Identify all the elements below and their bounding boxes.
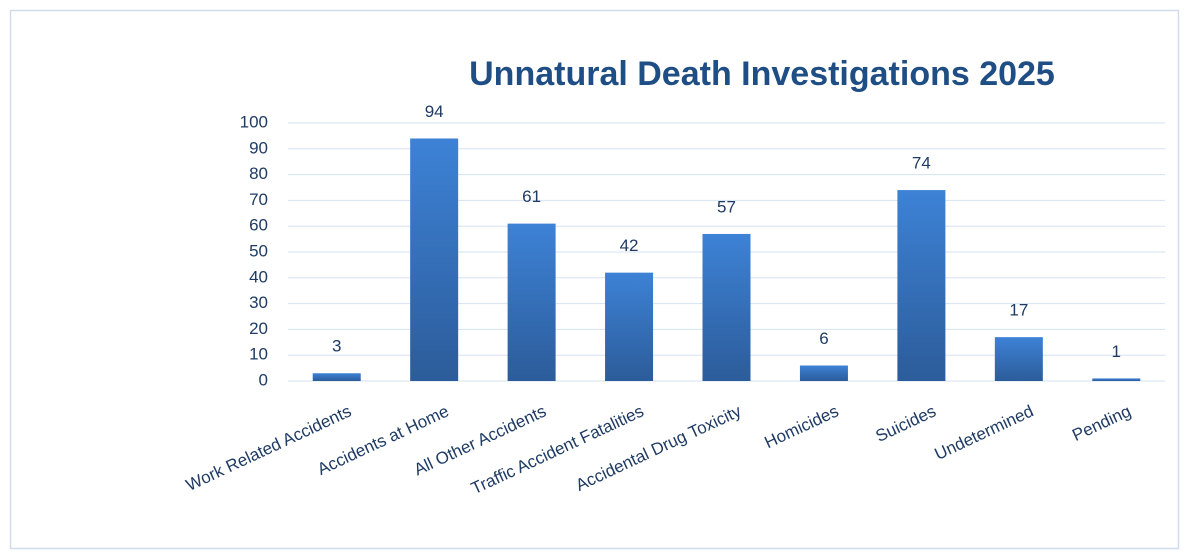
value-label: 17 — [1009, 301, 1028, 320]
bar — [507, 223, 556, 381]
bar — [410, 138, 459, 381]
y-tick-label: 100 — [240, 112, 268, 131]
y-tick-label: 20 — [249, 319, 268, 338]
bar — [897, 190, 946, 381]
value-label: 94 — [425, 102, 444, 121]
bar — [994, 337, 1043, 381]
y-tick-label: 10 — [249, 345, 268, 364]
value-label: 3 — [332, 337, 341, 356]
value-label: 61 — [522, 187, 541, 206]
chart-title: Unnatural Death Investigations 2025 — [469, 55, 1055, 93]
y-tick-label: 70 — [249, 190, 268, 209]
y-tick-label: 0 — [259, 370, 268, 389]
bar — [799, 365, 848, 381]
y-tick-label: 30 — [249, 293, 268, 312]
bar — [312, 373, 361, 381]
y-tick-label: 40 — [249, 267, 268, 286]
value-label: 42 — [620, 236, 639, 255]
bar — [605, 272, 654, 381]
y-tick-label: 80 — [249, 164, 268, 183]
value-label: 6 — [819, 329, 828, 348]
bar — [702, 233, 751, 381]
value-label: 1 — [1112, 342, 1121, 361]
chart-frame — [9, 9, 1180, 550]
value-label: 57 — [717, 197, 736, 216]
y-tick-label: 90 — [249, 138, 268, 157]
bar — [1092, 378, 1141, 381]
value-label: 74 — [912, 154, 931, 173]
y-tick-label: 50 — [249, 241, 268, 260]
y-tick-label: 60 — [249, 216, 268, 235]
